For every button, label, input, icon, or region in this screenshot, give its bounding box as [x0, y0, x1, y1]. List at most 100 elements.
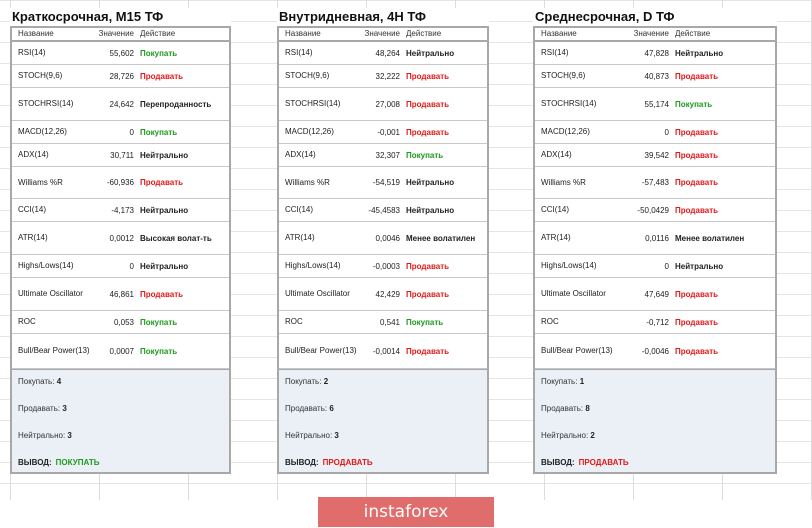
header-action: Действие	[675, 29, 711, 38]
summary-sell: Продавать: 8	[541, 404, 590, 413]
indicator-name: Highs/Lows(14)	[285, 261, 341, 270]
indicator-value: 28,726	[109, 71, 134, 81]
indicator-action: Покупать	[140, 346, 178, 356]
table-row: STOCHRSI(14) 24,642 Перепроданность	[12, 88, 229, 121]
table-header: Название Значение Действие	[535, 28, 775, 42]
indicator-name: ATR(14)	[285, 233, 315, 242]
summary-label: Нейтрально:	[18, 431, 66, 440]
table-row: Bull/Bear Power(13) -0,0046 Продавать	[535, 334, 775, 369]
summary-block: Покупать: 1 Продавать: 8 Нейтрально: 2 ВЫВО…	[535, 369, 775, 472]
indicator-value: -45,4583	[368, 205, 400, 215]
summary-count: 1	[579, 377, 585, 386]
indicator-value: 0	[129, 127, 134, 137]
indicator-name: ATR(14)	[18, 233, 48, 242]
summary-verdict: ВЫВОД: ПОКУПАТЬ	[18, 458, 99, 467]
indicator-value: -4,173	[111, 205, 134, 215]
table-row: STOCH(9,6) 28,726 Продавать	[12, 65, 229, 88]
indicator-name: STOCHRSI(14)	[285, 99, 341, 108]
table-row: ADX(14) 39,542 Продавать	[535, 144, 775, 167]
indicator-name: ADX(14)	[285, 150, 316, 159]
summary-count: 2	[323, 377, 329, 386]
summary-buy: Покупать: 2	[285, 377, 328, 386]
summary-count: 3	[67, 431, 72, 440]
indicator-value: 0	[664, 127, 669, 137]
indicator-name: Williams %R	[285, 177, 330, 187]
indicator-action: Нейтрально	[140, 150, 189, 160]
indicator-value: 48,264	[375, 48, 400, 58]
table-row: Ultimate Oscillator 42,429 Продавать	[279, 278, 487, 311]
header-value: Значение	[633, 29, 669, 38]
indicator-name: ADX(14)	[18, 150, 49, 159]
indicator-value: -60,936	[106, 178, 134, 187]
indicator-name: ROC	[285, 317, 303, 326]
indicator-value: 47,828	[644, 48, 669, 58]
indicator-action: Менее волатилен	[406, 233, 476, 243]
verdict-value: ПОКУПАТЬ	[55, 458, 100, 467]
indicator-value: -54,519	[372, 178, 400, 187]
table-row: ADX(14) 32,307 Покупать	[279, 144, 487, 167]
indicator-action: Продавать	[675, 71, 719, 81]
indicator-action: Нейтрально	[675, 261, 724, 271]
indicator-action: Продавать	[675, 317, 719, 327]
indicator-value: 24,642	[109, 99, 134, 109]
table-row: Highs/Lows(14) -0,0003 Продавать	[279, 255, 487, 278]
indicator-name: CCI(14)	[285, 205, 314, 214]
indicator-action: Нейтрально	[406, 205, 455, 215]
indicator-action: Продавать	[675, 289, 719, 299]
indicator-value: -0,712	[646, 317, 669, 327]
indicator-value: 32,307	[375, 150, 400, 160]
indicator-name: MACD(12,26)	[285, 127, 334, 136]
indicator-value: 39,542	[644, 150, 669, 160]
header-action: Действие	[406, 29, 442, 38]
indicator-action: Покупать	[140, 48, 178, 58]
indicator-name: Bull/Bear Power(13)	[18, 346, 90, 355]
indicator-name: ATR(14)	[541, 233, 571, 242]
indicator-name: ADX(14)	[541, 150, 572, 159]
indicator-value: 55,602	[109, 48, 134, 58]
table-row: ATR(14) 0,0116 Менее волатилен	[535, 222, 775, 255]
summary-buy: Покупать: 4	[18, 377, 61, 386]
indicator-value: 46,861	[109, 289, 134, 299]
indicator-value: -0,0003	[372, 261, 400, 271]
table-row: RSI(14) 55,602 Покупать	[12, 42, 229, 65]
table-row: Ultimate Oscillator 47,649 Продавать	[535, 278, 775, 311]
indicator-value: 0,0046	[375, 233, 400, 243]
indicator-value: 30,711	[110, 150, 134, 160]
indicator-value: 0,0012	[109, 233, 134, 243]
indicator-panel-1: Краткосрочная, M15 ТФ Название Значение Дей…	[10, 8, 231, 474]
indicator-action: Нейтрально	[406, 178, 455, 187]
indicator-action: Продавать	[406, 346, 450, 356]
table-header: Название Значение Действие	[12, 28, 229, 42]
table-row: CCI(14) -50,0429 Продавать	[535, 199, 775, 222]
table-row: RSI(14) 48,264 Нейтрально	[279, 42, 487, 65]
indicator-action: Нейтрально	[675, 48, 724, 58]
indicator-table: Название Значение Действие RSI(14) 48,264 Ней…	[277, 26, 489, 474]
indicator-value: 0	[129, 261, 134, 271]
table-row: Bull/Bear Power(13) 0,0007 Покупать	[12, 334, 229, 369]
indicator-value: 40,873	[644, 71, 669, 81]
indicator-panel-2: Внутридневная, 4H ТФ Название Значение Дейс…	[277, 8, 489, 474]
indicator-action: Продавать	[140, 289, 184, 299]
indicator-table: Название Значение Действие RSI(14) 47,828 Ней…	[533, 26, 777, 474]
table-row: ATR(14) 0,0012 Высокая волат-ть	[12, 222, 229, 255]
summary-sell: Продавать: 3	[18, 404, 67, 413]
panel-title: Краткосрочная, M15 ТФ	[10, 8, 231, 26]
indicator-name: STOCHRSI(14)	[18, 99, 74, 108]
indicator-name: CCI(14)	[18, 205, 47, 214]
table-row: CCI(14) -45,4583 Нейтрально	[279, 199, 487, 222]
indicator-value: 0	[664, 261, 669, 271]
summary-count: 2	[590, 431, 595, 440]
indicator-name: RSI(14)	[285, 48, 313, 57]
panel-title: Внутридневная, 4H ТФ	[277, 8, 489, 26]
indicator-action: Нейтрально	[140, 205, 189, 215]
summary-label: Продавать:	[541, 404, 584, 413]
header-action: Действие	[140, 29, 176, 38]
indicator-name: RSI(14)	[541, 48, 569, 57]
indicator-name: RSI(14)	[18, 48, 46, 57]
indicator-action: Нейтрально	[406, 48, 455, 58]
indicator-action: Перепроданность	[140, 99, 212, 109]
summary-label: Продавать:	[18, 404, 61, 413]
header-value: Значение	[98, 29, 134, 38]
indicator-value: -50,0429	[637, 205, 669, 215]
indicator-action: Продавать	[140, 178, 184, 187]
